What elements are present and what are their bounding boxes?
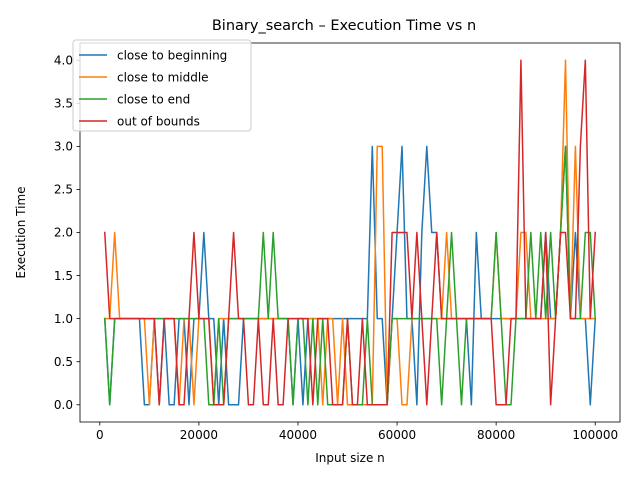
x-tick-label: 0 xyxy=(96,428,104,442)
legend-frame xyxy=(72,39,252,132)
legend: close to beginning close to middle close t… xyxy=(72,39,252,132)
legend-label-0: close to beginning xyxy=(117,48,227,62)
y-tick-label: 4.0 xyxy=(54,53,73,67)
chart-title: Binary_search – Execution Time vs n xyxy=(212,18,476,34)
y-tick-label: 1.5 xyxy=(54,269,73,283)
y-tick-label: 3.5 xyxy=(54,96,73,110)
x-tick-label: 40000 xyxy=(279,428,317,442)
series-line-3 xyxy=(103,59,597,406)
y-tick-label: 0.0 xyxy=(54,398,73,412)
y-tick-label: 0.5 xyxy=(54,355,73,369)
series-layer xyxy=(103,59,597,406)
y-axis: 0.0 0.5 1.0 1.5 2.0 2.5 3.0 3.5 4.0 xyxy=(54,53,80,412)
x-tick-label: 100000 xyxy=(572,428,618,442)
legend-label-1: close to middle xyxy=(117,70,209,84)
x-tick-label: 60000 xyxy=(378,428,416,442)
legend-label-3: out of bounds xyxy=(117,114,200,128)
x-tick-label: 20000 xyxy=(180,428,218,442)
y-tick-label: 2.5 xyxy=(54,183,73,197)
y-tick-label: 1.0 xyxy=(54,312,73,326)
legend-label-2: close to end xyxy=(117,92,190,106)
y-axis-label: Execution Time xyxy=(14,186,28,278)
x-axis: 0 20000 40000 60000 80000 100000 xyxy=(96,422,618,442)
x-axis-label: Input size n xyxy=(315,451,385,465)
y-tick-label: 3.0 xyxy=(54,140,73,154)
x-tick-label: 80000 xyxy=(477,428,515,442)
y-tick-label: 2.0 xyxy=(54,226,73,240)
